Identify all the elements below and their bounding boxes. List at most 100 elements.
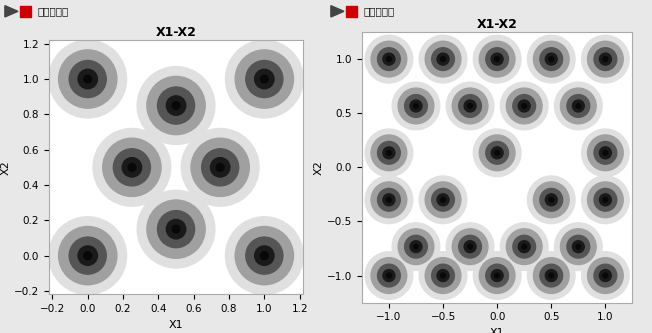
Circle shape xyxy=(84,252,92,259)
Circle shape xyxy=(491,53,503,65)
Circle shape xyxy=(84,75,92,83)
Circle shape xyxy=(419,176,467,224)
Circle shape xyxy=(545,270,557,281)
Circle shape xyxy=(545,194,557,206)
Circle shape xyxy=(567,95,589,117)
Circle shape xyxy=(572,100,584,112)
Circle shape xyxy=(486,142,509,164)
Circle shape xyxy=(587,258,623,293)
Circle shape xyxy=(513,95,535,117)
Circle shape xyxy=(166,219,186,239)
Circle shape xyxy=(166,96,186,115)
Circle shape xyxy=(467,244,473,249)
X-axis label: X1: X1 xyxy=(490,328,505,333)
Circle shape xyxy=(413,244,419,249)
Circle shape xyxy=(260,75,268,83)
Circle shape xyxy=(365,252,413,299)
Circle shape xyxy=(387,151,391,155)
Circle shape xyxy=(201,149,239,186)
Circle shape xyxy=(500,82,548,130)
Circle shape xyxy=(518,100,530,112)
Circle shape xyxy=(437,53,449,65)
Circle shape xyxy=(473,35,521,83)
Circle shape xyxy=(425,258,461,293)
Circle shape xyxy=(582,176,629,224)
Circle shape xyxy=(479,258,515,293)
Circle shape xyxy=(78,69,97,89)
Circle shape xyxy=(49,217,126,294)
Circle shape xyxy=(582,35,629,83)
Circle shape xyxy=(235,50,293,108)
Circle shape xyxy=(378,142,400,164)
Circle shape xyxy=(437,270,449,281)
Circle shape xyxy=(158,210,194,248)
Circle shape xyxy=(93,129,171,206)
Circle shape xyxy=(387,57,391,62)
Circle shape xyxy=(533,182,569,218)
Circle shape xyxy=(158,87,194,124)
Y-axis label: X2: X2 xyxy=(314,160,324,175)
Circle shape xyxy=(432,188,454,211)
Circle shape xyxy=(78,246,97,265)
Circle shape xyxy=(113,149,151,186)
Circle shape xyxy=(554,223,602,270)
Circle shape xyxy=(371,135,407,171)
Circle shape xyxy=(549,197,554,202)
Circle shape xyxy=(522,244,527,249)
Circle shape xyxy=(69,237,106,274)
Circle shape xyxy=(172,225,180,233)
Circle shape xyxy=(383,53,395,65)
Circle shape xyxy=(561,229,596,264)
Circle shape xyxy=(452,229,488,264)
Circle shape xyxy=(533,258,569,293)
Circle shape xyxy=(432,264,454,287)
Circle shape xyxy=(603,57,608,62)
Circle shape xyxy=(587,135,623,171)
Circle shape xyxy=(246,237,283,274)
Title: X1-X2: X1-X2 xyxy=(156,26,196,39)
Circle shape xyxy=(226,217,303,294)
Circle shape xyxy=(432,48,454,71)
Circle shape xyxy=(587,41,623,77)
Circle shape xyxy=(594,142,617,164)
Circle shape xyxy=(540,48,563,71)
Circle shape xyxy=(594,264,617,287)
Polygon shape xyxy=(5,6,18,17)
Circle shape xyxy=(260,252,268,259)
Circle shape xyxy=(491,147,503,159)
Text: 图形生成器: 图形生成器 xyxy=(364,6,394,16)
Circle shape xyxy=(371,182,407,218)
Circle shape xyxy=(599,194,612,206)
Circle shape xyxy=(103,138,161,196)
Circle shape xyxy=(235,226,293,285)
Circle shape xyxy=(69,61,106,98)
Circle shape xyxy=(191,138,249,196)
Circle shape xyxy=(255,246,274,265)
Circle shape xyxy=(533,41,569,77)
Title: X1-X2: X1-X2 xyxy=(477,18,518,31)
Circle shape xyxy=(246,61,283,98)
Circle shape xyxy=(446,82,494,130)
Circle shape xyxy=(540,188,563,211)
Circle shape xyxy=(459,95,481,117)
Circle shape xyxy=(365,35,413,83)
Circle shape xyxy=(405,235,427,258)
Circle shape xyxy=(413,104,419,108)
Circle shape xyxy=(554,82,602,130)
Circle shape xyxy=(486,48,509,71)
Circle shape xyxy=(582,252,629,299)
Circle shape xyxy=(441,57,445,62)
Circle shape xyxy=(365,129,413,176)
Circle shape xyxy=(137,67,215,145)
Circle shape xyxy=(147,200,205,258)
Circle shape xyxy=(473,252,521,299)
Circle shape xyxy=(59,50,117,108)
Circle shape xyxy=(500,223,548,270)
Circle shape xyxy=(513,235,535,258)
Text: 图形生成器: 图形生成器 xyxy=(38,6,68,16)
Circle shape xyxy=(437,194,449,206)
Circle shape xyxy=(383,270,395,281)
Circle shape xyxy=(599,53,612,65)
Circle shape xyxy=(599,270,612,281)
Bar xyxy=(20,6,31,17)
